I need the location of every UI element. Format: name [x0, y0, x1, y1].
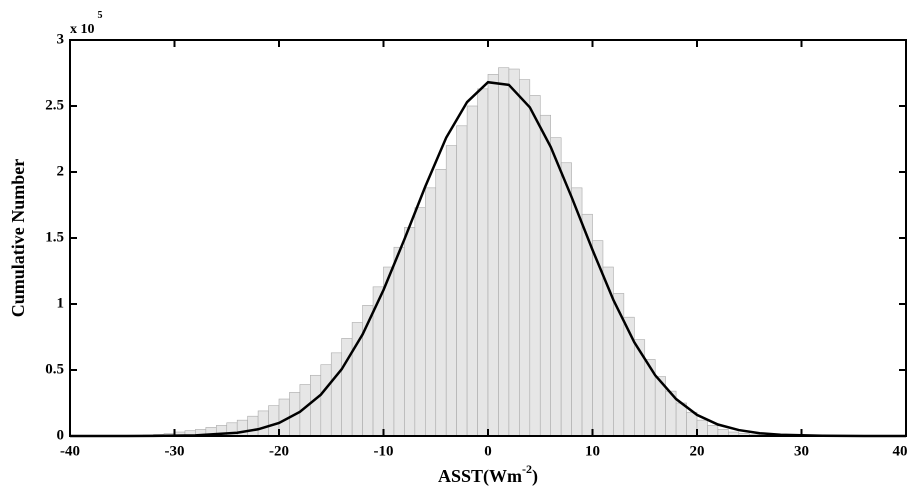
x-tick-label: 10	[585, 443, 600, 459]
bar	[435, 169, 447, 437]
x-tick-label: -40	[60, 443, 80, 459]
bar	[268, 405, 280, 437]
y-tick-label: 2	[57, 163, 65, 179]
y-multiplier: x 105	[70, 10, 103, 37]
bar	[424, 187, 437, 437]
bar	[487, 74, 499, 437]
y-axis-label: Cumulative Number	[8, 159, 28, 318]
x-tick-label: 40	[893, 443, 908, 459]
x-label-sup: -2	[522, 462, 532, 476]
bar	[414, 207, 426, 437]
x-tick-label: -30	[165, 443, 185, 459]
x-tick-label: 30	[794, 443, 809, 459]
fit-curve	[70, 80, 906, 438]
bar	[675, 402, 687, 437]
bar	[623, 316, 635, 437]
bar	[330, 352, 342, 437]
y-tick-label: 1.5	[45, 229, 64, 245]
y-tick-label: 2.5	[45, 97, 64, 113]
bar	[529, 95, 541, 437]
bar	[686, 411, 698, 437]
x-label-close: )	[532, 466, 538, 487]
bar	[696, 419, 708, 437]
x-tick-label: -20	[269, 443, 289, 459]
bar	[539, 114, 551, 437]
bar	[383, 266, 395, 437]
y-tick-label: 0	[57, 427, 65, 443]
y-tick-label: 1	[57, 295, 65, 311]
bar	[613, 293, 625, 437]
bar	[550, 137, 562, 437]
bar	[320, 364, 332, 437]
x-axis-label: ASST(Wm-2)	[438, 462, 538, 487]
x-tick-label: -10	[374, 443, 394, 459]
x-tick-label: 0	[484, 443, 492, 459]
bar	[519, 79, 531, 437]
y-tick-label: 3	[57, 31, 65, 47]
bar	[602, 266, 614, 437]
bar	[404, 227, 416, 437]
bar	[257, 410, 269, 437]
bar	[477, 88, 489, 437]
bar	[560, 162, 572, 437]
multiplier-exponent: 5	[98, 10, 103, 21]
x-tick-label: 20	[690, 443, 705, 459]
bar	[466, 105, 478, 437]
bar	[445, 145, 457, 437]
bar	[247, 415, 259, 437]
bar	[571, 187, 583, 437]
bar	[498, 67, 510, 437]
bar	[707, 425, 719, 437]
multiplier-base: x 10	[70, 22, 95, 37]
bar	[508, 68, 520, 437]
x-label-text: ASST(Wm	[438, 466, 522, 487]
bar	[351, 322, 363, 437]
y-tick-label: 0.5	[45, 361, 64, 377]
bar	[456, 125, 468, 437]
bar	[310, 374, 322, 437]
bar	[393, 246, 405, 437]
